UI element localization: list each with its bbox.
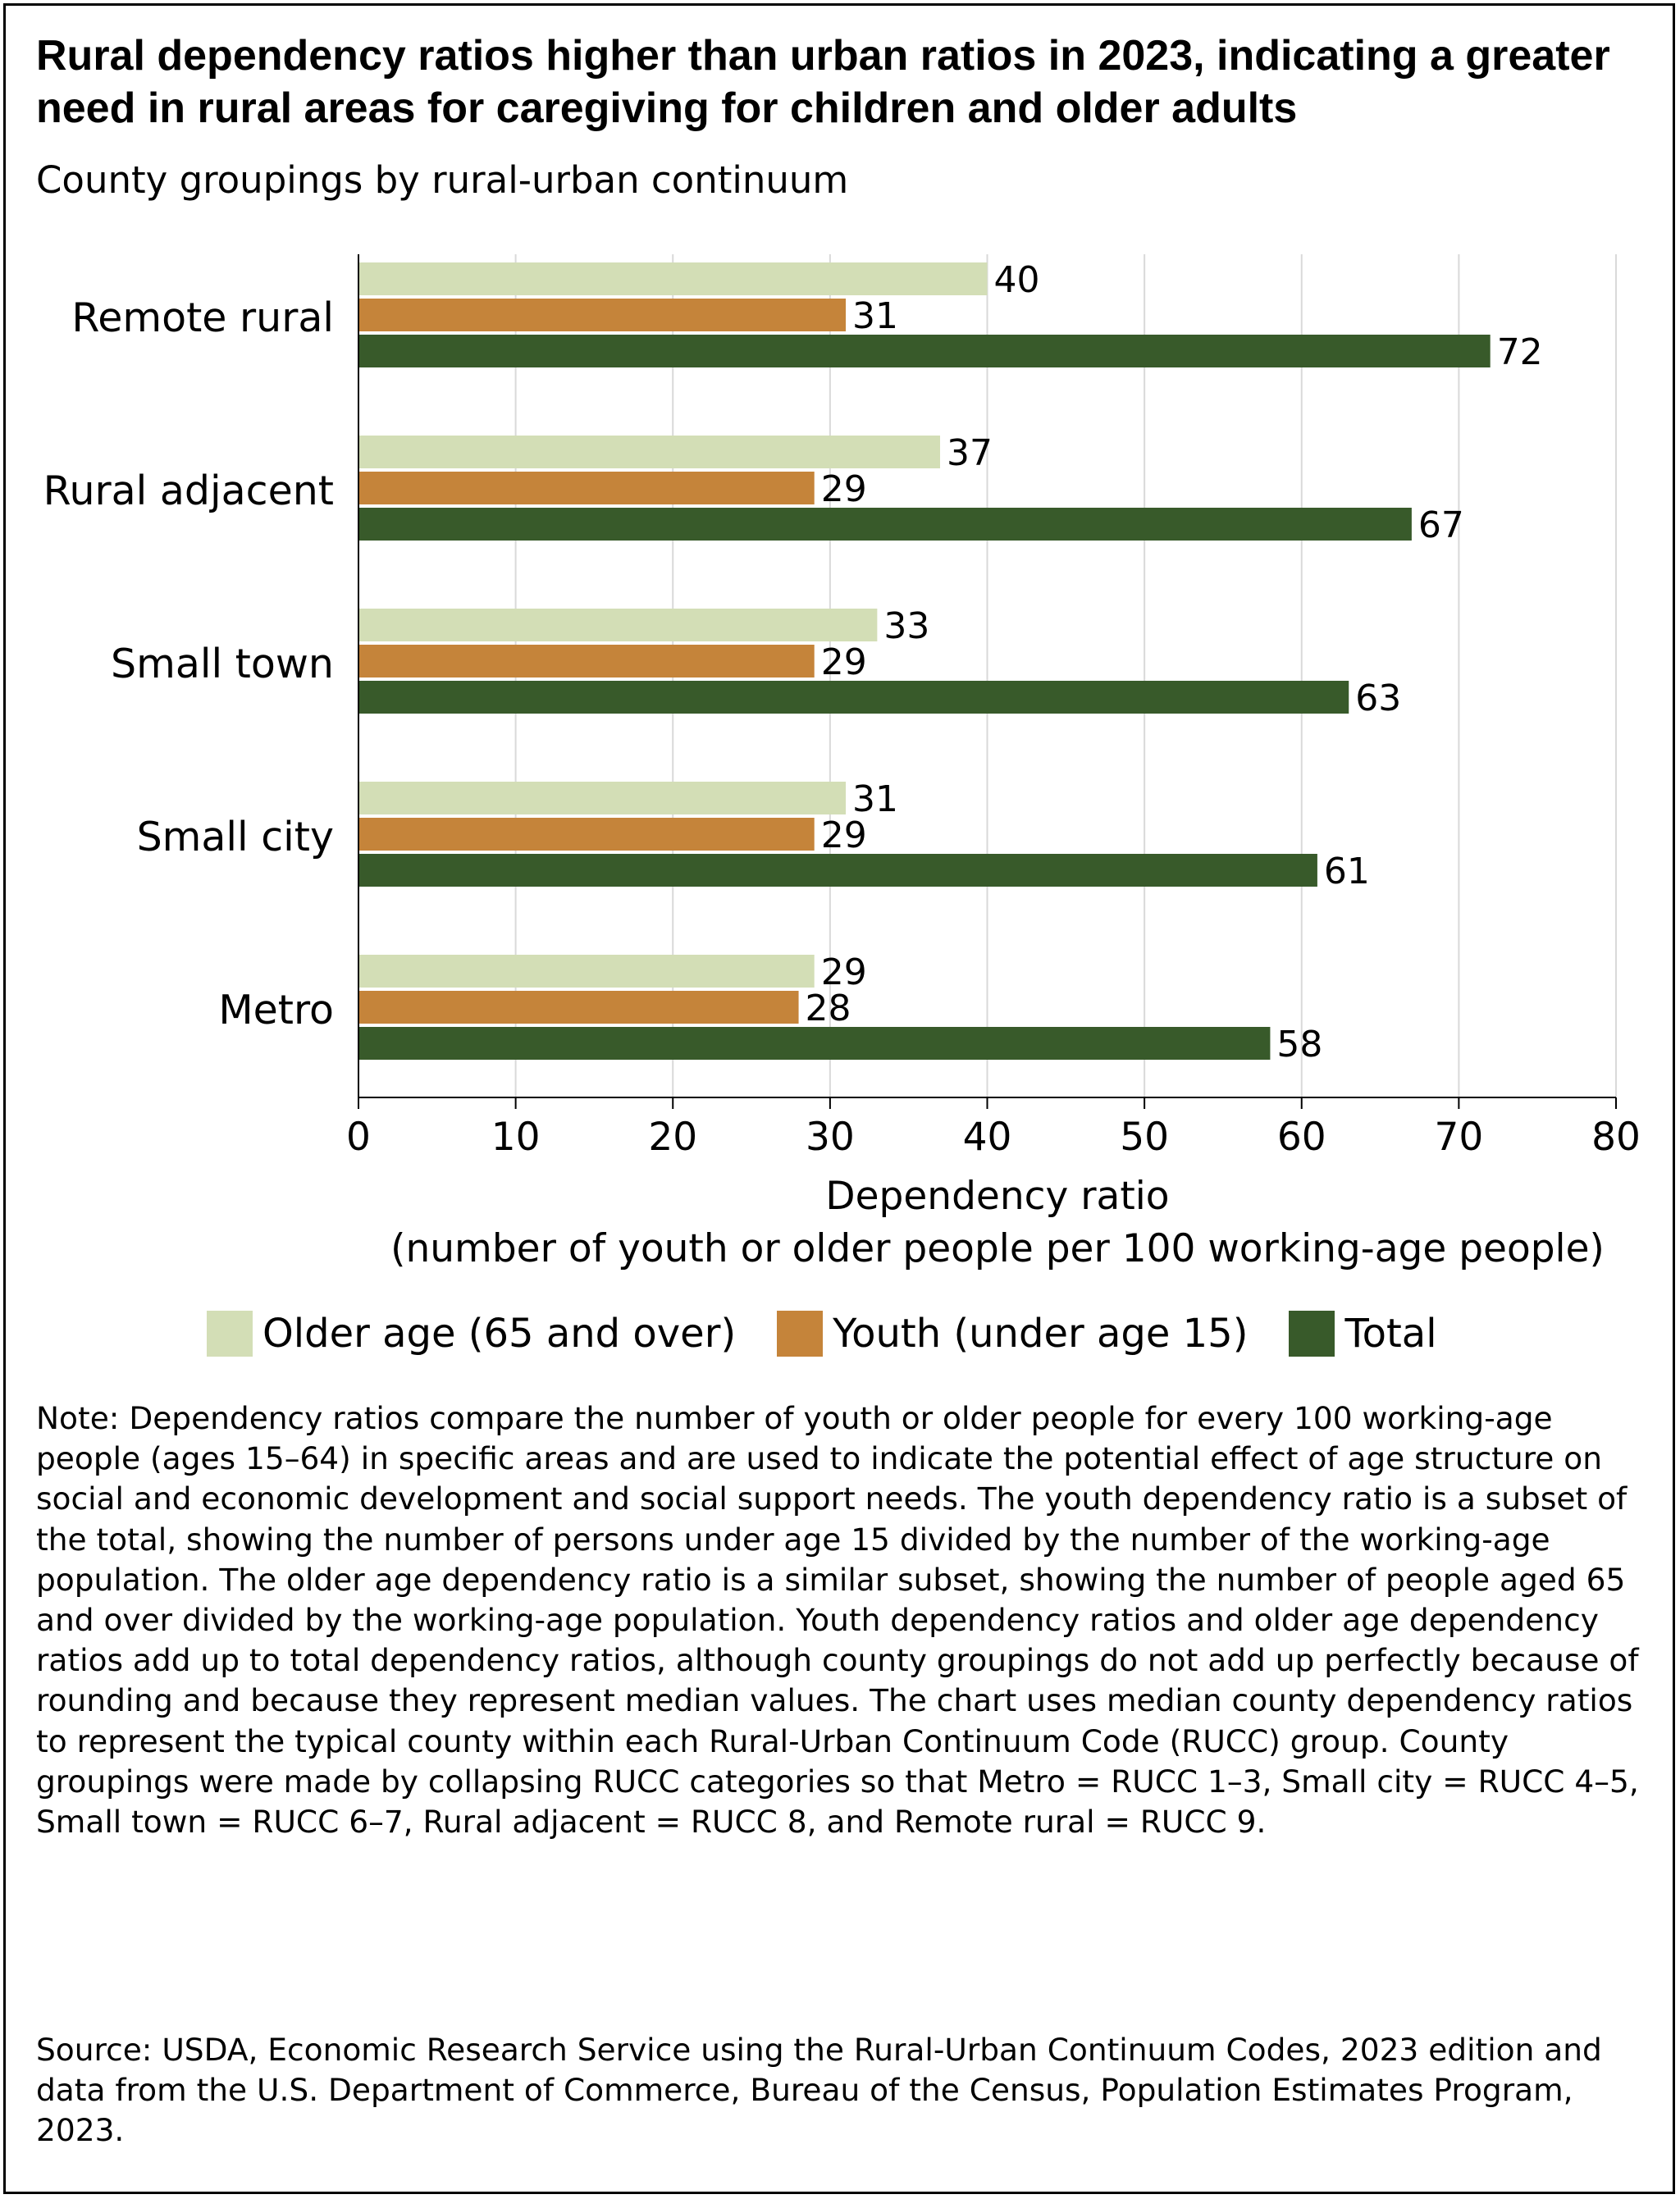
legend-label-older: Older age (65 and over) bbox=[262, 1311, 737, 1357]
bar-chart: Remote rural Rural adjacent Small town Smal… bbox=[43, 254, 1641, 1271]
x-tick-label: 60 bbox=[1277, 1115, 1326, 1160]
legend-swatch-total bbox=[1289, 1311, 1335, 1357]
category-label: Rural adjacent bbox=[43, 468, 334, 514]
value-label: 37 bbox=[947, 432, 993, 474]
figure-frame bbox=[3, 3, 1675, 2194]
bar bbox=[358, 508, 1412, 541]
bar bbox=[358, 955, 815, 988]
legend-item-total: Total bbox=[1289, 1311, 1437, 1357]
value-label: 72 bbox=[1497, 331, 1543, 373]
legend-swatch-youth bbox=[777, 1311, 824, 1357]
value-label: 29 bbox=[821, 951, 867, 993]
legend-item-youth: Youth (under age 15) bbox=[777, 1311, 1248, 1357]
bar bbox=[358, 1027, 1271, 1060]
category-label: Small city bbox=[137, 814, 334, 860]
x-tick-label: 70 bbox=[1434, 1115, 1483, 1160]
legend: Older age (65 and over) Youth (under age… bbox=[207, 1311, 1478, 1357]
value-label: 63 bbox=[1355, 677, 1401, 719]
value-label: 33 bbox=[883, 605, 929, 647]
x-tick-label: 10 bbox=[491, 1115, 541, 1160]
bar bbox=[358, 472, 815, 504]
bar bbox=[358, 645, 815, 677]
value-label: 29 bbox=[821, 814, 867, 856]
bar bbox=[358, 609, 878, 641]
value-label: 40 bbox=[994, 259, 1040, 301]
legend-swatch-older bbox=[207, 1311, 253, 1357]
value-label: 28 bbox=[806, 988, 851, 1029]
category-labels: Remote rural Rural adjacent Small town Smal… bbox=[43, 294, 334, 1033]
x-tick-label: 50 bbox=[1120, 1115, 1169, 1160]
category-label: Remote rural bbox=[71, 294, 334, 341]
value-label: 31 bbox=[852, 778, 898, 820]
bar bbox=[358, 299, 847, 331]
bar bbox=[358, 854, 1317, 887]
chart-subtitle: County groupings by rural-urban continuu… bbox=[36, 158, 849, 202]
x-tick-label: 40 bbox=[963, 1115, 1012, 1160]
bar bbox=[358, 335, 1491, 367]
value-label: 58 bbox=[1276, 1024, 1322, 1065]
value-label: 61 bbox=[1324, 851, 1370, 892]
x-tick-label: 80 bbox=[1591, 1115, 1641, 1160]
x-tick-label: 20 bbox=[648, 1115, 697, 1160]
bars bbox=[358, 262, 1491, 1060]
x-axis-subtitle: (number of youth or older people per 100… bbox=[390, 1226, 1605, 1271]
bar bbox=[358, 681, 1349, 714]
bar bbox=[358, 782, 847, 814]
bar bbox=[358, 436, 941, 468]
category-label: Small town bbox=[111, 641, 334, 687]
x-tick-label: 30 bbox=[806, 1115, 855, 1160]
value-label: 31 bbox=[852, 295, 898, 337]
bar bbox=[358, 991, 799, 1024]
value-label: 29 bbox=[821, 641, 867, 683]
legend-label-youth: Youth (under age 15) bbox=[833, 1311, 1249, 1357]
bar bbox=[358, 818, 815, 851]
category-label: Metro bbox=[218, 987, 334, 1033]
value-label: 29 bbox=[821, 468, 867, 510]
value-label: 67 bbox=[1418, 504, 1464, 546]
chart-note: Note: Dependency ratios compare the numb… bbox=[36, 1400, 1639, 1841]
chart-title: Rural dependency ratios higher than urba… bbox=[36, 32, 1610, 132]
x-tick-label: 0 bbox=[346, 1115, 371, 1160]
legend-item-older: Older age (65 and over) bbox=[207, 1311, 736, 1357]
bar bbox=[358, 262, 988, 295]
x-axis-ticks: 0 10 20 30 40 50 60 70 80 bbox=[346, 254, 1641, 1160]
x-axis-title: Dependency ratio bbox=[825, 1174, 1169, 1219]
chart-source: Source: USDA, Economic Research Service … bbox=[36, 2032, 1602, 2149]
legend-label-total: Total bbox=[1344, 1311, 1437, 1357]
